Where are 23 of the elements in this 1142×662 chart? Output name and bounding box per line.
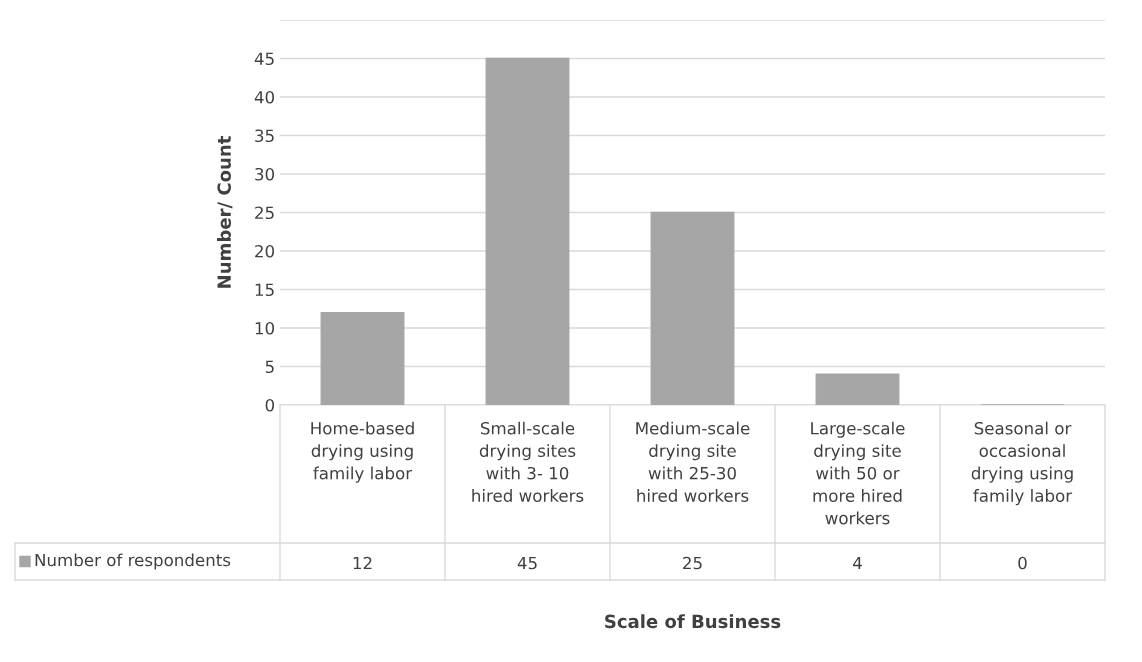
x-tick-label: Large-scale drying site with 50 or more hired workers <box>811 421 905 525</box>
data-label: 12 <box>353 556 372 570</box>
y-tick-label: 15 <box>255 283 274 297</box>
y-tick-label: 5 <box>265 360 274 374</box>
y-tick-label: 25 <box>255 206 274 220</box>
y-tick-label: 20 <box>255 244 275 258</box>
y-tick-label: 30 <box>255 167 275 181</box>
data-label: 45 <box>517 556 537 570</box>
y-tick-label: 0 <box>265 398 275 412</box>
y-axis-title: Number/ Count <box>217 136 233 288</box>
data-label: 0 <box>1018 556 1027 570</box>
data-label: 4 <box>853 556 862 570</box>
y-tick-label: 40 <box>254 90 275 104</box>
legend-label: Number of respondents <box>35 553 231 570</box>
y-tick-label: 35 <box>255 129 274 143</box>
y-tick-label: 10 <box>255 321 275 335</box>
x-tick-label: Home-based drying using family labor <box>311 421 414 483</box>
y-tick-label: 45 <box>254 52 274 66</box>
x-tick-label: Small-scale drying sites with 3- 10 hired workers <box>472 421 584 502</box>
x-tick-label: Seasonal or occasional drying using family labor <box>971 421 1073 506</box>
data-label: 25 <box>683 556 702 570</box>
x-tick-label: Medium-scale drying site with 25-30 hired workers <box>636 421 750 502</box>
x-axis-title: Scale of Business <box>605 614 781 629</box>
